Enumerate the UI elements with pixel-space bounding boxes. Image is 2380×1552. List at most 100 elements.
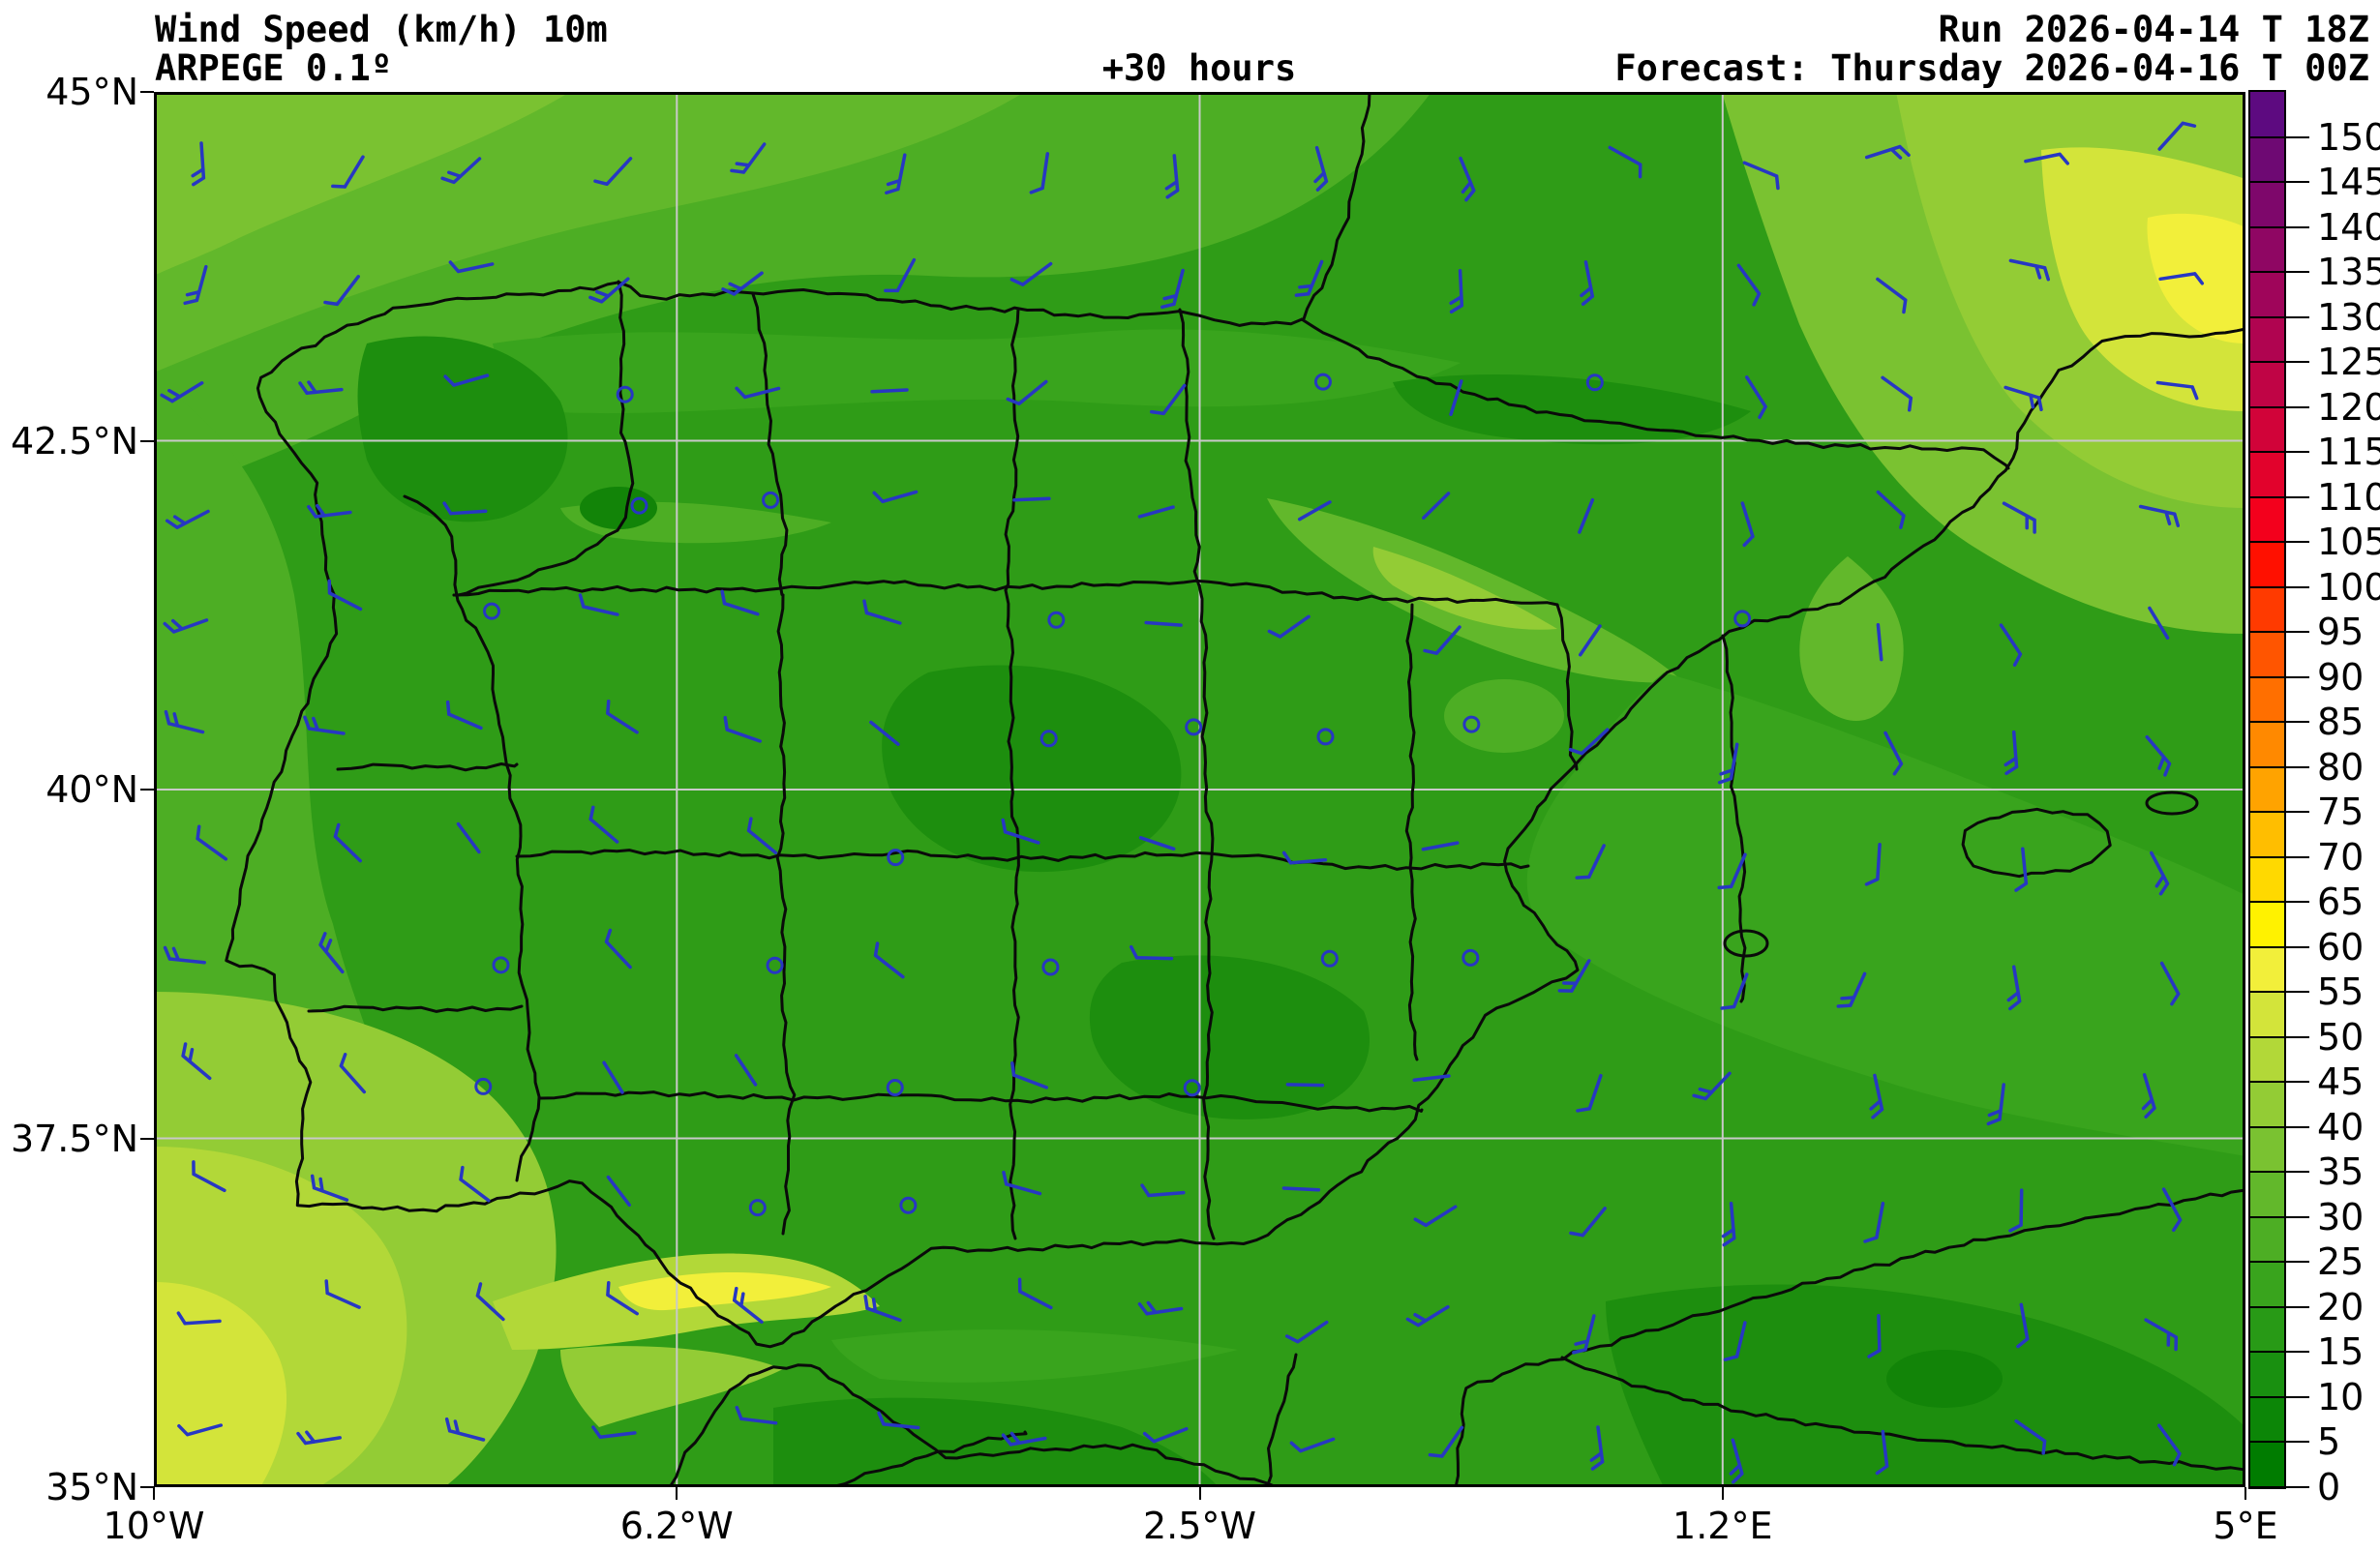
wind-barb (870, 388, 909, 394)
calm-wind-circle (1047, 611, 1066, 629)
calm-wind-circle (887, 849, 905, 867)
wind-barb (2141, 1073, 2156, 1119)
wind-barb (1009, 261, 1053, 286)
wind-barb (1736, 263, 1762, 307)
wind-barb (2003, 385, 2043, 412)
colorbar-tickmark (2250, 585, 2309, 588)
wind-barb (310, 1174, 349, 1202)
wind-barb (862, 599, 902, 625)
calm-wind-circle (886, 1078, 904, 1096)
calm-wind-circle (1320, 949, 1339, 968)
y-axis-tick-label: 37.5°N (10, 1117, 138, 1160)
colorbar-tick-label: 35 (2317, 1150, 2365, 1194)
africa-border-line (829, 1430, 1028, 1487)
wind-barb (318, 932, 345, 974)
province-line (1004, 307, 1020, 592)
wind-barb (1569, 1207, 1607, 1238)
province-line (1178, 308, 1201, 587)
wind-barb (2016, 1302, 2030, 1349)
x-axis-tick-label: 5°E (2213, 1505, 2278, 1547)
wind-barb (191, 141, 206, 187)
calm-wind-circle (766, 956, 784, 974)
colorbar-segment (2250, 676, 2284, 723)
calm-wind-circle (483, 602, 501, 620)
menorca-island (2145, 791, 2199, 816)
wind-barb (160, 381, 204, 403)
wind-barb (735, 386, 781, 400)
wind-barb (591, 1425, 637, 1439)
wind-barb (163, 945, 206, 965)
calm-wind-circle (492, 956, 510, 974)
colorbar-tickmark (2250, 1171, 2309, 1174)
colorbar-segment (2250, 316, 2284, 363)
calm-wind-circle (1733, 610, 1752, 628)
wind-barb (323, 275, 360, 307)
wind-barb (1137, 505, 1175, 519)
wind-barb (2014, 847, 2029, 892)
calm-wind-circle (1461, 948, 1480, 967)
wind-barb (2144, 1318, 2179, 1352)
wind-barb (602, 1060, 624, 1094)
wind-barb (2159, 961, 2181, 1006)
colorbar-tick-label: 145 (2317, 161, 2380, 204)
calm-wind-circle (1316, 728, 1335, 746)
wind-barb (2158, 272, 2205, 285)
province-line (1404, 603, 1419, 1061)
wind-barb (1289, 1437, 1336, 1453)
wind-barb (1130, 944, 1174, 961)
colorbar-tickmark (2250, 271, 2309, 274)
wind-barb (440, 157, 482, 185)
wind-barb (1160, 268, 1185, 310)
wind-barb (1589, 1425, 1605, 1471)
wind-barb (448, 260, 495, 274)
wind-barb (593, 157, 633, 187)
colorbar-tick-label: 75 (2317, 791, 2365, 834)
wind-barb (2014, 1418, 2047, 1455)
wind-barb (884, 257, 917, 293)
wind-barb (873, 941, 905, 979)
wind-barb (1572, 1314, 1596, 1355)
x-axis-tickmark (153, 1487, 155, 1500)
wind-barb (1405, 1304, 1450, 1328)
wind-barb (1281, 1186, 1321, 1192)
colorbar-tickmark (2250, 1305, 2309, 1308)
wind-barb (1875, 1429, 1889, 1476)
y-axis-tick-label: 35°N (45, 1466, 138, 1508)
wind-barb (339, 1053, 367, 1094)
province-line (751, 292, 789, 597)
wind-barb (1568, 728, 1610, 756)
wind-barb (1721, 1202, 1736, 1247)
wind-barb (1575, 844, 1606, 880)
wind-barb (1999, 623, 2023, 667)
wind-barbs-layer (160, 121, 2205, 1484)
y-axis-tickmark (140, 1486, 154, 1488)
wind-barb (1876, 623, 1883, 662)
wind-barb (445, 700, 483, 731)
wind-barb (442, 501, 488, 516)
calm-wind-circle (630, 496, 648, 515)
colorbar-tick-label: 10 (2317, 1375, 2365, 1418)
wind-barb (331, 155, 365, 189)
wind-barb (746, 817, 778, 855)
calm-wind-circle (1185, 718, 1203, 736)
wind-barb (333, 822, 362, 863)
map-svg (154, 92, 2245, 1487)
colorbar-segment (2250, 226, 2284, 273)
colorbar-tick-label: 55 (2317, 970, 2365, 1014)
x-axis-tick-label: 6.2°W (619, 1505, 734, 1547)
province-line (1197, 583, 1216, 1240)
colorbar-tickmark (2250, 1351, 2309, 1354)
colorbar-segment (2250, 722, 2284, 768)
colorbar-tick-label: 70 (2317, 835, 2365, 879)
wind-barb (1001, 818, 1040, 845)
colorbar-tick-label: 125 (2317, 341, 2380, 384)
y-axis-tick-label: 42.5°N (10, 419, 138, 463)
calm-wind-circle (1041, 958, 1060, 976)
colorbar-tick-label: 110 (2317, 475, 2380, 519)
wind-barb (1281, 851, 1328, 865)
province-line (452, 579, 1559, 607)
y-axis-tickmark (140, 439, 154, 442)
wind-barb (475, 1282, 505, 1322)
province-line (1004, 588, 1020, 1240)
colorbar-tickmark (2250, 631, 2309, 634)
